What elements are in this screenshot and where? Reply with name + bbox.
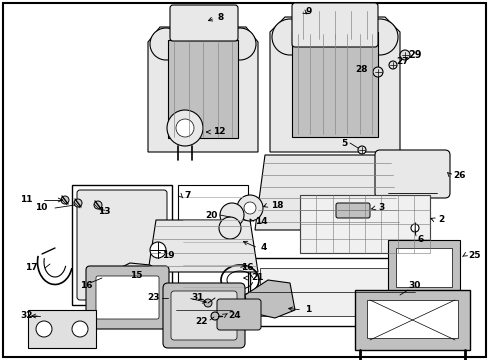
Text: 1: 1 bbox=[305, 306, 311, 315]
Circle shape bbox=[357, 146, 365, 154]
Text: 17: 17 bbox=[25, 264, 38, 273]
Polygon shape bbox=[269, 17, 399, 152]
Circle shape bbox=[220, 203, 244, 227]
Circle shape bbox=[36, 321, 52, 337]
Circle shape bbox=[271, 19, 307, 55]
Text: 2: 2 bbox=[437, 216, 443, 225]
Text: 13: 13 bbox=[98, 207, 110, 216]
Polygon shape bbox=[120, 263, 162, 285]
Text: 30: 30 bbox=[407, 280, 420, 289]
Text: 11: 11 bbox=[20, 195, 32, 204]
Text: 16: 16 bbox=[80, 280, 92, 289]
Circle shape bbox=[72, 321, 88, 337]
FancyBboxPatch shape bbox=[335, 203, 369, 218]
FancyBboxPatch shape bbox=[374, 150, 449, 198]
Circle shape bbox=[94, 201, 102, 209]
Text: 27: 27 bbox=[395, 58, 408, 67]
Circle shape bbox=[74, 199, 82, 207]
Circle shape bbox=[210, 312, 219, 320]
Text: 18: 18 bbox=[270, 201, 283, 210]
Bar bbox=[366, 300, 457, 338]
Text: 26: 26 bbox=[452, 171, 465, 180]
Circle shape bbox=[361, 19, 397, 55]
Bar bbox=[28, 310, 96, 348]
Text: 7: 7 bbox=[183, 192, 190, 201]
FancyBboxPatch shape bbox=[171, 291, 237, 340]
Text: 19: 19 bbox=[162, 251, 174, 260]
Polygon shape bbox=[148, 220, 258, 272]
Text: 4: 4 bbox=[261, 243, 267, 252]
Polygon shape bbox=[148, 27, 258, 152]
Circle shape bbox=[228, 243, 243, 257]
Text: 6: 6 bbox=[417, 235, 424, 244]
Circle shape bbox=[150, 28, 182, 60]
Polygon shape bbox=[244, 280, 294, 318]
Text: 12: 12 bbox=[213, 127, 225, 136]
Text: 5: 5 bbox=[341, 139, 347, 148]
Text: 28: 28 bbox=[355, 66, 367, 75]
Bar bbox=[178, 185, 247, 295]
Bar bbox=[72, 185, 172, 305]
Circle shape bbox=[61, 196, 69, 204]
Circle shape bbox=[150, 242, 165, 258]
FancyBboxPatch shape bbox=[163, 283, 244, 348]
Circle shape bbox=[176, 119, 194, 137]
Text: 20: 20 bbox=[205, 211, 218, 220]
Circle shape bbox=[388, 61, 396, 69]
Text: 32: 32 bbox=[20, 310, 32, 320]
Circle shape bbox=[237, 195, 263, 221]
FancyBboxPatch shape bbox=[77, 190, 167, 300]
FancyBboxPatch shape bbox=[96, 276, 159, 319]
Text: 14: 14 bbox=[254, 217, 267, 226]
Circle shape bbox=[167, 110, 203, 146]
Text: 8: 8 bbox=[218, 13, 224, 22]
Text: 23: 23 bbox=[147, 293, 160, 302]
FancyBboxPatch shape bbox=[170, 5, 238, 41]
Text: 10: 10 bbox=[35, 203, 47, 212]
Text: 31: 31 bbox=[191, 293, 203, 302]
Text: 16: 16 bbox=[241, 264, 253, 273]
FancyBboxPatch shape bbox=[86, 266, 169, 329]
Circle shape bbox=[410, 224, 418, 232]
Circle shape bbox=[244, 202, 256, 214]
Text: 25: 25 bbox=[467, 251, 480, 260]
FancyBboxPatch shape bbox=[217, 299, 261, 330]
Bar bbox=[354, 290, 469, 350]
Bar bbox=[260, 268, 404, 316]
Circle shape bbox=[203, 299, 212, 307]
Bar bbox=[168, 40, 238, 138]
Text: 3: 3 bbox=[377, 203, 384, 212]
Bar bbox=[387, 240, 459, 295]
Circle shape bbox=[399, 50, 409, 60]
Bar bbox=[299, 195, 429, 253]
Circle shape bbox=[219, 217, 241, 239]
Circle shape bbox=[372, 67, 382, 77]
Bar bbox=[395, 248, 451, 287]
Text: 24: 24 bbox=[227, 310, 240, 320]
Polygon shape bbox=[254, 155, 399, 230]
Text: 15: 15 bbox=[130, 270, 142, 279]
Text: 21: 21 bbox=[250, 274, 263, 283]
Bar bbox=[249, 258, 414, 326]
Text: 22: 22 bbox=[195, 318, 207, 327]
Bar bbox=[291, 32, 377, 137]
Text: 9: 9 bbox=[305, 6, 312, 15]
Circle shape bbox=[228, 255, 243, 269]
FancyBboxPatch shape bbox=[291, 3, 377, 47]
Circle shape bbox=[224, 28, 256, 60]
Text: 29: 29 bbox=[407, 50, 421, 60]
